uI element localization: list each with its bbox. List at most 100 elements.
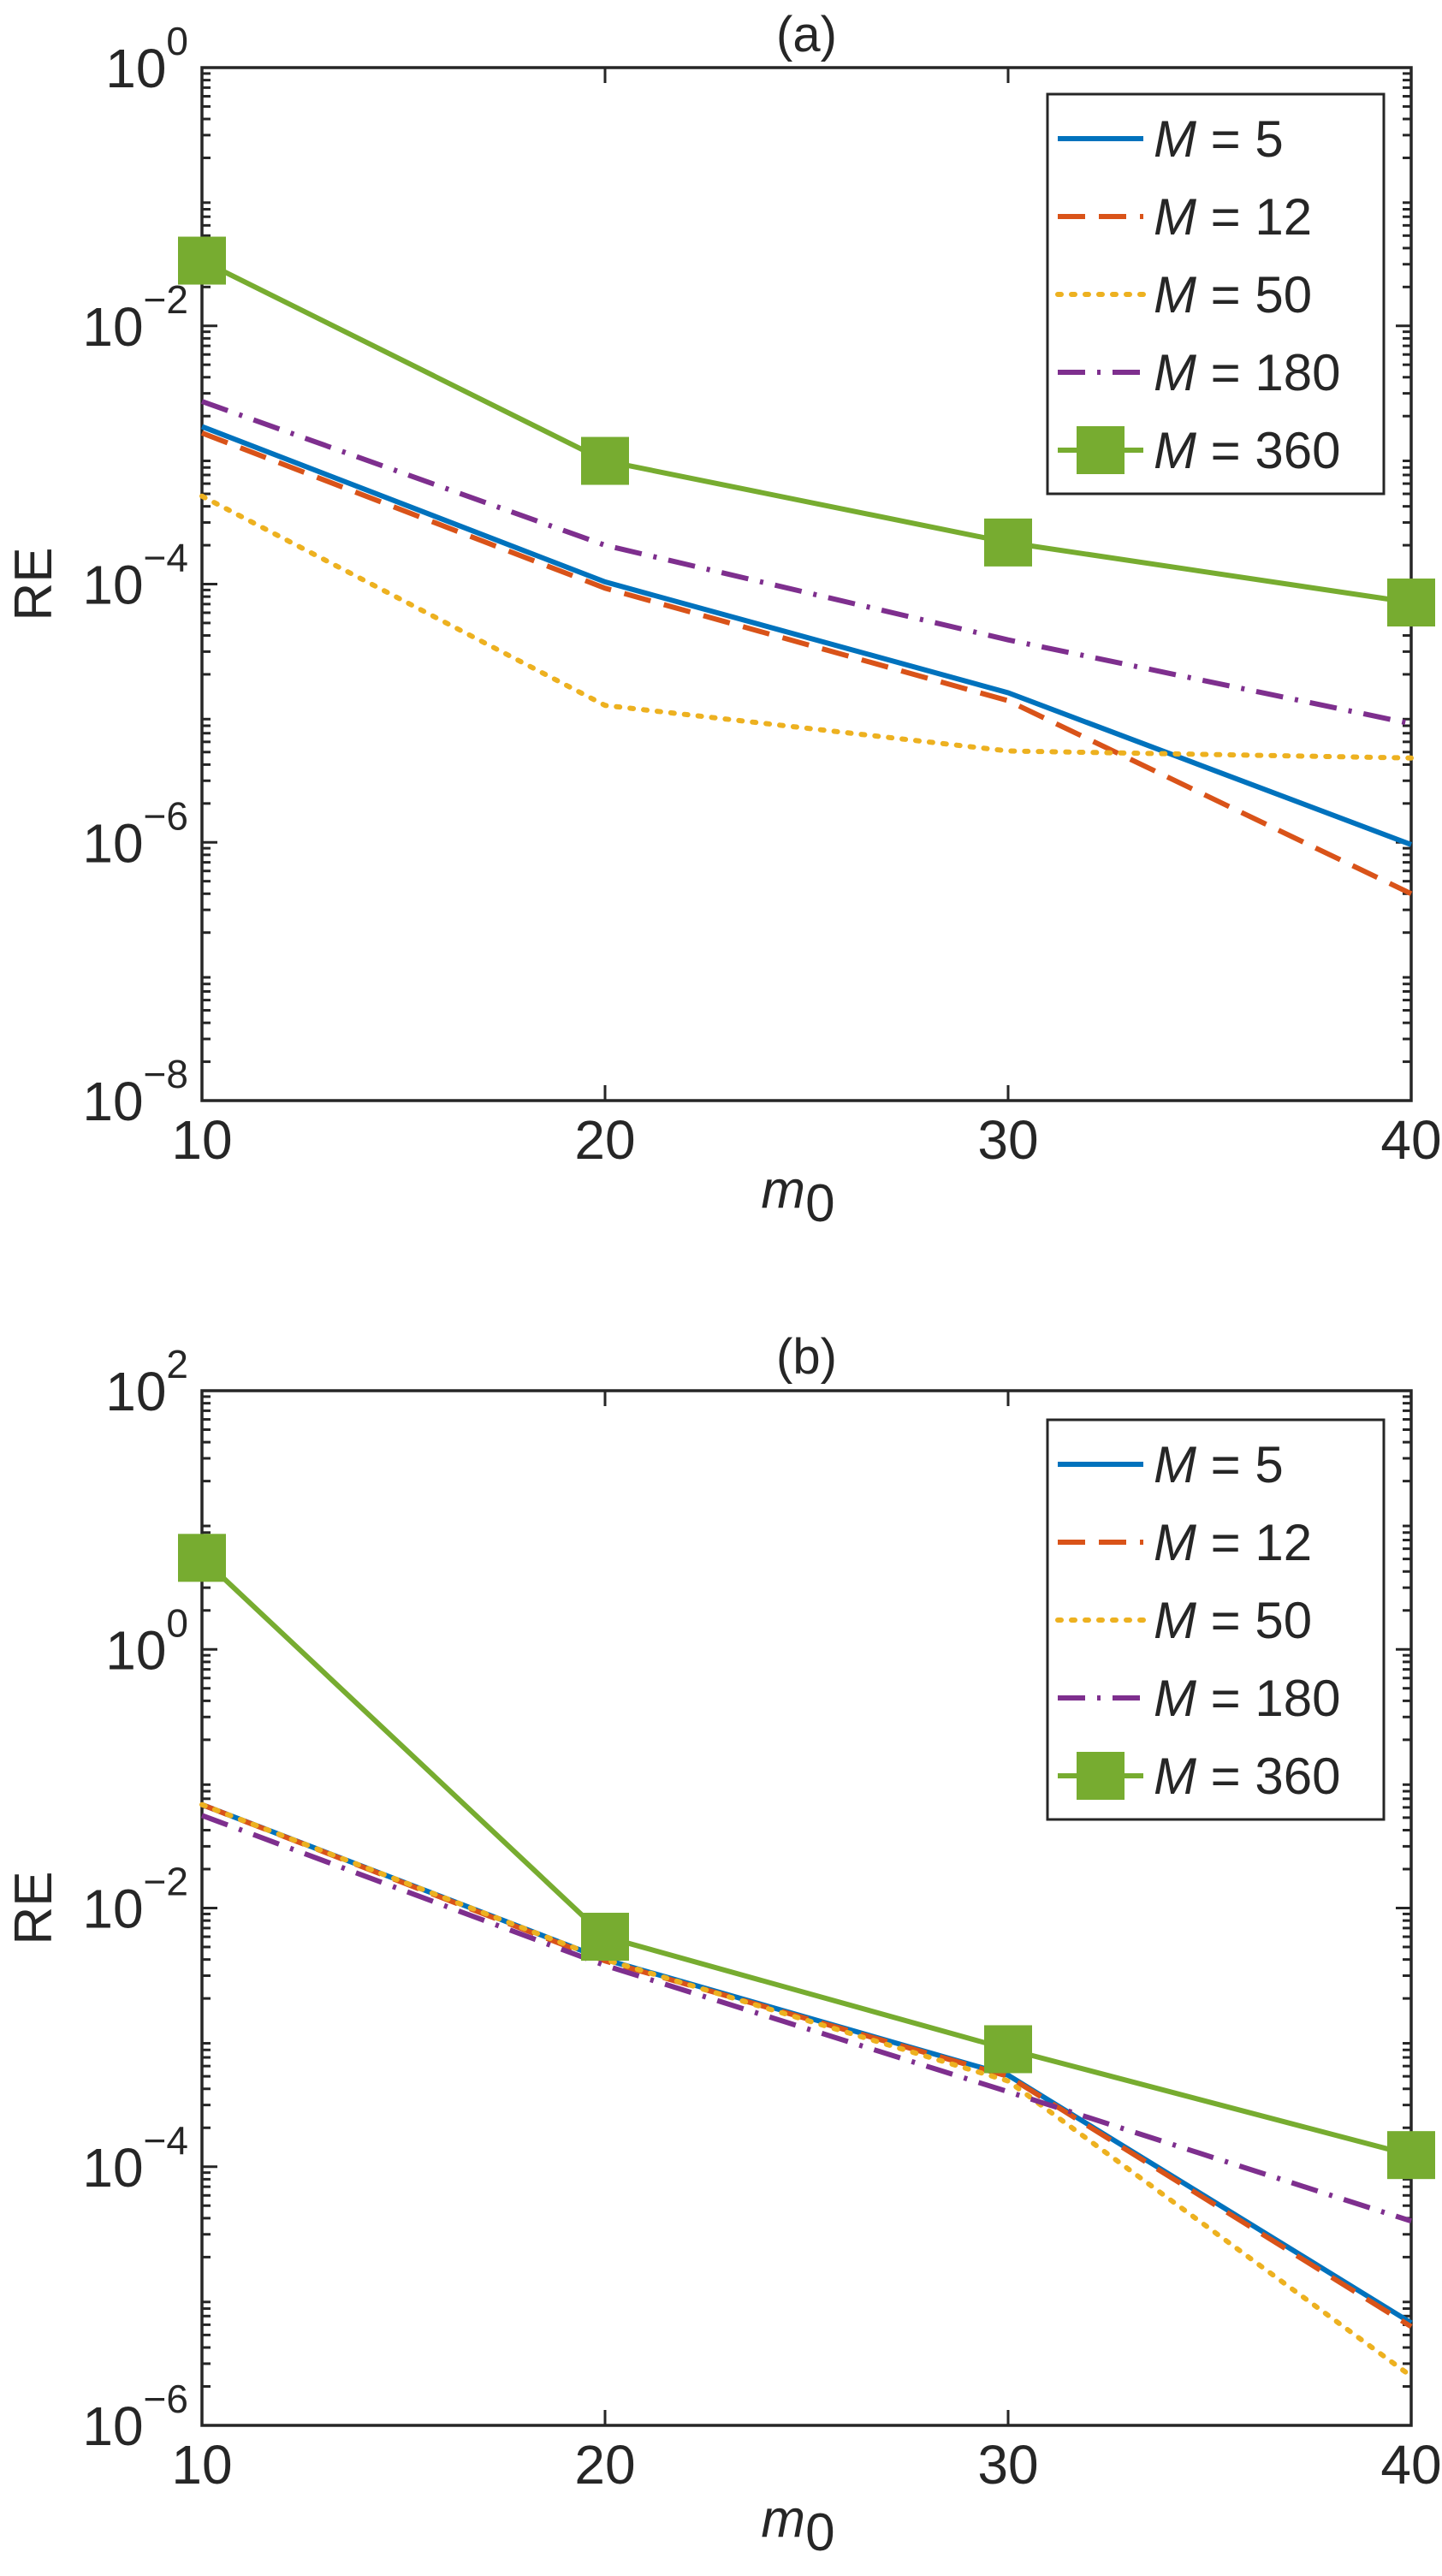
legend-item: M = 50 [1055,266,1312,323]
y-axis-label: RE [4,547,63,620]
chart-title: (b) [776,1329,837,1385]
y-tick-label: 10−6 [82,793,188,874]
x-tick-label: 40 [1380,2434,1441,2496]
legend-item: M = 5 [1058,110,1284,168]
y-tick-label: 10−4 [82,2118,188,2199]
x-axis-label: m0 [761,2490,834,2562]
y-tick-label: 100 [105,19,188,99]
y-tick-label: 10−8 [82,1052,188,1132]
legend-label-value: = 180 [1196,1670,1341,1727]
y-tick-base: 10 [82,1071,143,1132]
x-tick-label: 30 [977,2434,1038,2496]
data-point-marker [984,518,1032,567]
legend-label-value: = 180 [1196,344,1341,401]
y-tick-base: 10 [105,38,166,99]
series-m5 [200,1801,1413,2325]
legend-label-var: M [1154,1436,1196,1493]
data-point-marker [581,1913,629,1962]
y-tick-exponent: 0 [166,1600,188,1645]
legend-label: M = 360 [1154,1748,1340,1805]
legend-marker [1077,1752,1125,1800]
legend-label-value: = 12 [1196,188,1312,246]
legend-item: M = 5 [1058,1436,1284,1493]
y-tick-label: 10−2 [82,277,188,358]
series-line [200,424,1413,847]
y-tick-exponent: −8 [144,1052,188,1096]
legend-item: M = 360 [1058,1748,1340,1805]
series-line [200,430,1413,896]
x-axis-label-sub: 0 [805,1174,834,1233]
x-tick-label: 10 [171,2434,232,2496]
legend-label: M = 12 [1154,188,1312,246]
legend-label-var: M [1154,1514,1196,1571]
series-m180 [200,1813,1412,2224]
y-tick-label: 10−6 [82,2377,188,2457]
legend-item: M = 180 [1058,1670,1340,1727]
legend-item: M = 360 [1058,422,1340,479]
y-tick-base: 10 [105,1619,166,1681]
legend-label-var: M [1154,1670,1196,1727]
legend-item: M = 12 [1058,1514,1312,1571]
y-tick-exponent: −4 [144,536,188,580]
series-line [200,258,1412,605]
x-tick-label: 40 [1380,1109,1441,1171]
data-point-marker [178,236,226,285]
x-axis-label-sub: 0 [805,2503,834,2562]
x-tick-label: 30 [977,1109,1038,1171]
legend-label-var: M [1154,344,1196,401]
data-point-marker [581,436,629,485]
legend-label-value: = 5 [1196,110,1284,168]
legend-label-value: = 5 [1196,1436,1284,1493]
y-tick-exponent: 0 [166,19,188,63]
legend-label-value: = 360 [1196,422,1341,479]
series-line [199,493,1414,761]
y-tick-base: 10 [82,1879,143,1940]
y-tick-exponent: −6 [144,2377,188,2421]
series-line [200,1801,1413,2325]
series-m12 [200,430,1413,896]
legend-item: M = 180 [1058,344,1340,401]
legend-label: M = 50 [1154,266,1312,323]
y-tick-base: 10 [105,1361,166,1422]
y-tick-label: 10−2 [82,1860,188,1940]
data-point-marker [178,1534,226,1582]
data-point-marker [1387,579,1435,627]
series-m360 [178,236,1435,627]
x-axis-label-var: m [761,1160,805,1220]
y-tick-exponent: −4 [144,2118,188,2163]
x-axis-label-var: m [761,2490,805,2549]
y-tick-base: 10 [82,2395,143,2457]
data-point-marker [984,2025,1032,2074]
series-line [200,1813,1412,2224]
series-m50 [199,493,1414,761]
legend-label-var: M [1154,188,1196,246]
y-tick-label: 100 [105,1600,188,1681]
series-line [200,1801,1413,2330]
legend-label: M = 180 [1154,1670,1340,1727]
legend-item: M = 50 [1055,1592,1312,1649]
y-tick-base: 10 [82,296,143,358]
legend-label-value: = 50 [1196,266,1312,323]
y-tick-exponent: −6 [144,793,188,838]
series-m12 [200,1801,1413,2330]
legend-label-var: M [1154,266,1196,323]
y-tick-base: 10 [82,812,143,874]
x-tick-label: 10 [171,1109,232,1171]
legend-label: M = 5 [1154,1436,1284,1493]
y-tick-label: 102 [105,1342,188,1422]
y-tick-exponent: 2 [166,1342,188,1386]
series-m360 [178,1534,1435,2180]
legend-label-value: = 360 [1196,1748,1341,1805]
y-tick-exponent: −2 [144,1860,188,1904]
series-line [200,399,1412,727]
series-line [199,1556,1412,2158]
legend-label: M = 180 [1154,344,1340,401]
legend-label-value: = 12 [1196,1514,1312,1571]
legend-label-var: M [1154,422,1196,479]
legend-marker [1077,426,1125,474]
chart-title: (a) [776,7,837,62]
